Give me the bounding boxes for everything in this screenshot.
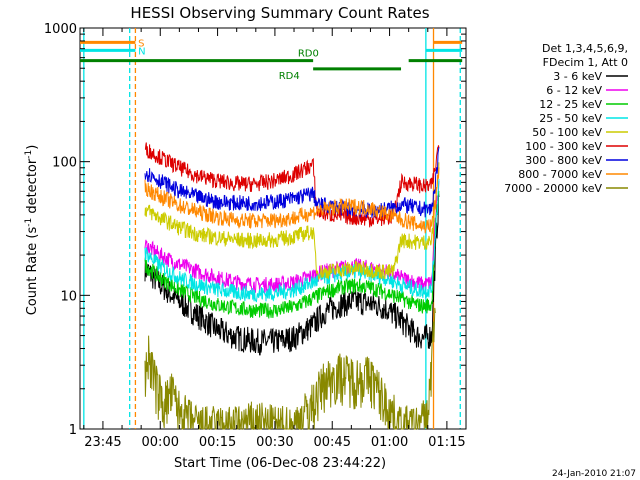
x-tick-label: 00:00 — [142, 435, 179, 450]
flag-label: S — [138, 38, 144, 49]
x-axis-label: Start Time (06-Dec-08 23:44:22) — [174, 456, 386, 471]
flag-layer: SN RD0 RD4 — [80, 38, 463, 82]
legend-label: 25 - 50 keV — [539, 112, 602, 125]
legend: Det 1,3,4,5,6,9,FDecim 1, Att 03 - 6 keV… — [504, 42, 628, 195]
y-tick-label: 1 — [69, 423, 77, 438]
x-tick-label: 01:00 — [371, 435, 408, 450]
y-tick-label: 10 — [60, 289, 77, 304]
vertical-markers — [83, 28, 461, 429]
flag-label: N — [138, 46, 145, 57]
axes: 23:45 00:00 00:15 00:30 00:45 01:00 01:15 1 10 10… — [44, 22, 467, 450]
series-line — [144, 162, 440, 280]
legend-label: 100 - 300 keV — [525, 140, 602, 153]
y-axis-label: Count Rate (s-1 detector-1) — [24, 145, 40, 316]
legend-label: 6 - 12 keV — [546, 84, 602, 97]
series-line — [144, 167, 440, 234]
y-axis-label-sup2: -1 — [24, 150, 34, 159]
series-line — [144, 178, 440, 303]
legend-label: 3 - 6 keV — [553, 70, 602, 83]
y-tick-label: 1000 — [44, 22, 77, 37]
series-line — [144, 191, 440, 356]
x-tick-label: 00:30 — [256, 435, 293, 450]
y-axis-label-mid: detector — [25, 158, 40, 218]
flag-label: RD0 — [298, 49, 319, 60]
x-tick-label: 23:45 — [84, 435, 121, 450]
legend-label: 12 - 25 keV — [539, 98, 602, 111]
flag-label: RD4 — [279, 71, 300, 82]
plot-frame — [79, 27, 467, 430]
legend-header: Det 1,3,4,5,6,9, — [542, 42, 628, 55]
legend-label: 800 - 7000 keV — [518, 168, 602, 181]
x-tick-label: 00:45 — [314, 435, 351, 450]
legend-label: 50 - 100 keV — [532, 126, 602, 139]
legend-header: FDecim 1, Att 0 — [543, 56, 628, 69]
legend-label: 7000 - 20000 keV — [504, 182, 602, 195]
series-layer — [144, 142, 440, 431]
x-tick-label: 00:15 — [199, 435, 236, 450]
y-tick-label: 100 — [52, 156, 77, 171]
y-axis-label-end: ) — [25, 145, 40, 150]
timestamp: 24-Jan-2010 21:07 — [552, 469, 636, 479]
plot-border — [79, 27, 467, 430]
legend-label: 300 - 800 keV — [525, 154, 602, 167]
chart-title: HESSI Observing Summary Count Rates — [130, 4, 429, 22]
series-line — [144, 307, 436, 431]
series-line — [144, 191, 440, 319]
x-tick-label: 01:15 — [428, 435, 465, 450]
y-axis-label-main: Count Rate (s — [25, 227, 40, 316]
y-axis-label-sup1: -1 — [24, 218, 34, 227]
